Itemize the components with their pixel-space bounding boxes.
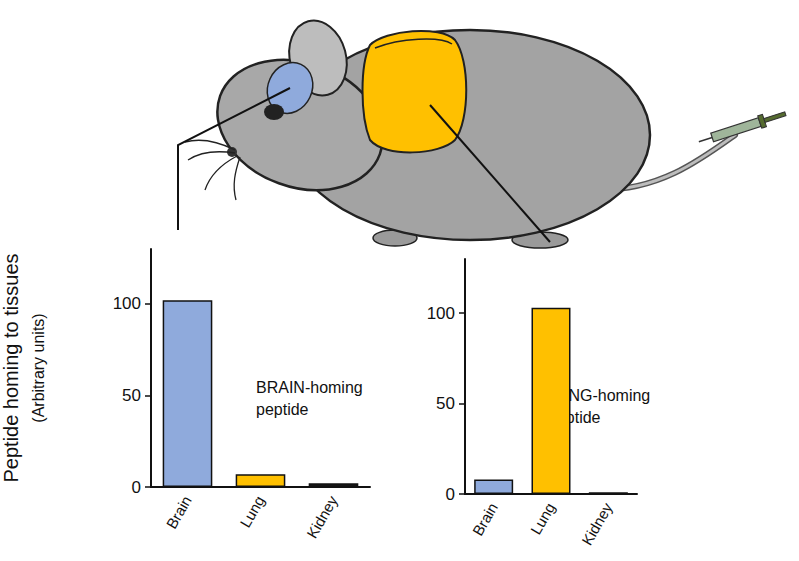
svg-text:Kidney: Kidney bbox=[578, 499, 616, 548]
svg-text:BRAIN-homing: BRAIN-homing bbox=[256, 379, 363, 396]
svg-text:0: 0 bbox=[132, 478, 141, 497]
svg-text:Brain: Brain bbox=[469, 500, 501, 539]
svg-text:LUNG-homing: LUNG-homing bbox=[548, 386, 651, 404]
svg-text:50: 50 bbox=[122, 386, 141, 405]
svg-text:100: 100 bbox=[427, 304, 455, 323]
svg-text:peptide: peptide bbox=[256, 401, 309, 418]
svg-text:0: 0 bbox=[446, 485, 455, 504]
svg-text:Peptide homing to tissues: Peptide homing to tissues bbox=[0, 253, 22, 482]
svg-text:Brain: Brain bbox=[163, 493, 195, 532]
svg-text:Lung: Lung bbox=[236, 493, 267, 530]
svg-text:Lung: Lung bbox=[527, 500, 558, 537]
svg-text:50: 50 bbox=[436, 394, 455, 413]
svg-text:Kidney: Kidney bbox=[303, 492, 341, 541]
svg-text:100: 100 bbox=[113, 294, 141, 313]
svg-text:(Arbitrary units): (Arbitrary units) bbox=[30, 313, 47, 422]
svg-text:peptide: peptide bbox=[548, 408, 601, 426]
